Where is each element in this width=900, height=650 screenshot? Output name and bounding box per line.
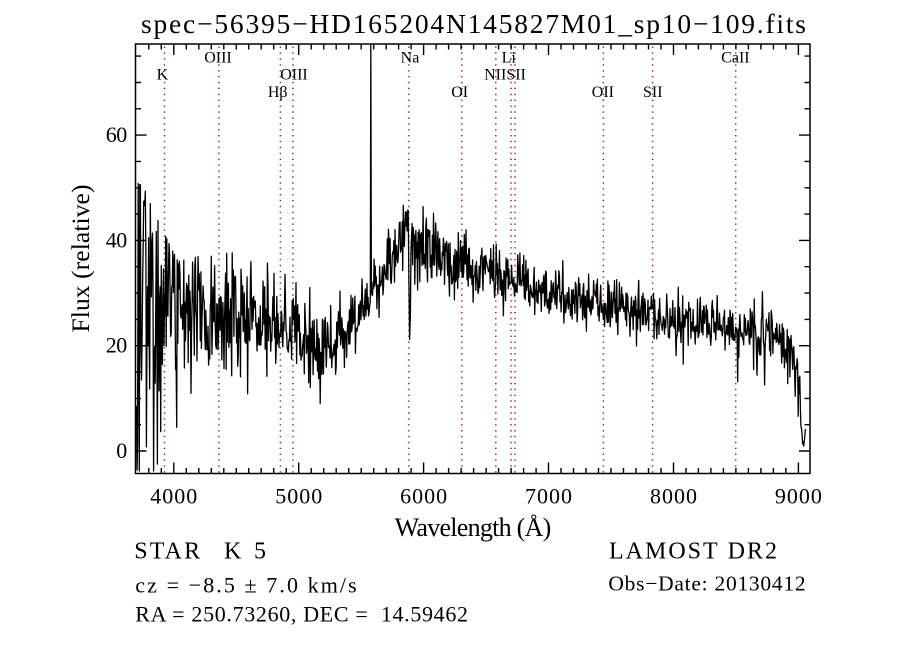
- svg-text:Wavelength (Å): Wavelength (Å): [395, 513, 552, 542]
- svg-text:STAR: STAR: [134, 538, 200, 564]
- svg-text:20: 20: [106, 333, 128, 358]
- svg-text:spec−56395−HD165204N145827M01_: spec−56395−HD165204N145827M01_sp10−109.f…: [141, 8, 806, 39]
- svg-text:K: K: [157, 67, 169, 84]
- svg-text:LAMOST DR2: LAMOST DR2: [609, 538, 777, 564]
- svg-text:6000: 6000: [400, 484, 447, 509]
- svg-text:4000: 4000: [150, 484, 197, 509]
- svg-text:60: 60: [106, 122, 128, 147]
- svg-text:9000: 9000: [775, 484, 822, 509]
- svg-text:Obs−Date: 20130412: Obs−Date: 20130412: [608, 571, 805, 595]
- svg-text:RA = 250.73260, DEC = 14.5946: RA = 250.73260, DEC = 14.59462: [135, 602, 468, 627]
- svg-text:Na: Na: [401, 50, 420, 67]
- svg-text:0: 0: [116, 438, 127, 463]
- svg-text:5000: 5000: [275, 484, 322, 509]
- svg-text:cz = −8.5 ± 7.0 km/s: cz = −8.5 ± 7.0 km/s: [135, 573, 356, 598]
- svg-text:Li: Li: [502, 50, 517, 67]
- svg-text:Hβ: Hβ: [268, 84, 288, 101]
- svg-text:OI: OI: [451, 84, 468, 101]
- svg-text:40: 40: [106, 227, 128, 252]
- svg-text:Flux (relative): Flux (relative): [66, 185, 95, 333]
- svg-text:SII: SII: [643, 84, 663, 101]
- svg-text:OIII: OIII: [280, 67, 308, 84]
- svg-text:7000: 7000: [525, 484, 572, 509]
- svg-text:NIISII: NIISII: [484, 67, 526, 84]
- svg-text:CaII: CaII: [721, 50, 749, 67]
- svg-text:OII: OII: [592, 84, 614, 101]
- svg-text:8000: 8000: [650, 484, 697, 509]
- svg-text:OIII: OIII: [204, 50, 232, 67]
